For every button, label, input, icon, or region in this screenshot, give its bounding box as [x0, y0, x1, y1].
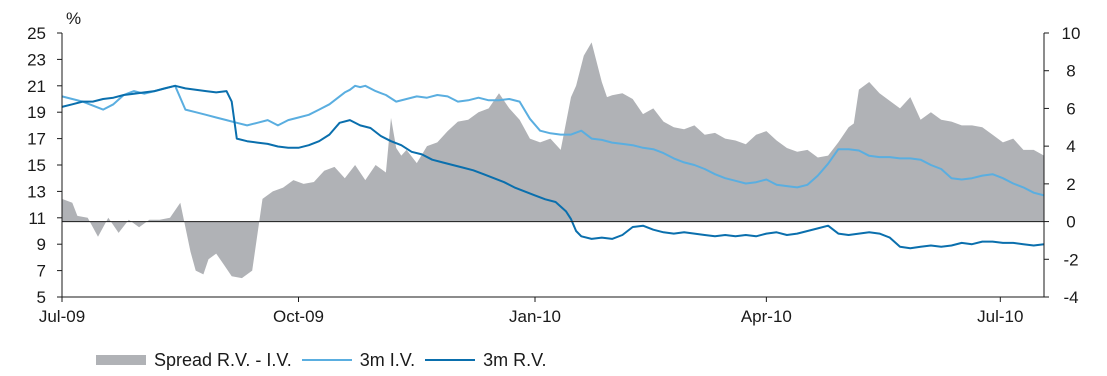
series-area-spread-r-v-i-v [62, 42, 1044, 279]
legend-label-3m-rv: 3m R.V. [483, 349, 547, 370]
left-axis-tick-label: 13 [27, 182, 46, 201]
series-lines-layer [61, 84, 1045, 250]
right-axis-tick-label: 4 [1066, 137, 1075, 156]
chart: 5 7 9 11 13 15 17 19 21 23 25 -4 -2 0 2 4 6 8 10 Jul-09 Oct-… [27, 9, 1080, 326]
series-line-3m-i-v [61, 84, 1045, 197]
x-axis-tick-label: Jul-10 [977, 307, 1023, 326]
legend-label-3m-iv: 3m I.V. [359, 349, 416, 370]
left-axis-tick-label: 9 [37, 235, 46, 254]
right-axis-tick-label: 8 [1066, 62, 1075, 81]
legend-swatch-spread [96, 355, 146, 365]
x-axis-tick-label: Jan-10 [509, 307, 561, 326]
x-axis-tick-label: Jul-09 [39, 307, 85, 326]
left-axis-unit: % [66, 9, 81, 28]
right-axis-tick-label: 2 [1066, 175, 1075, 194]
left-axis-tick-label: 5 [37, 288, 46, 307]
left-axis-tick-label: 15 [27, 156, 46, 175]
legend-swatch-3m-rv [425, 359, 476, 361]
series-line-3m-r-v [61, 84, 1045, 250]
left-axis-tick-label: 21 [27, 77, 46, 96]
x-axis-tick-label: Apr-10 [741, 307, 792, 326]
right-axis-tick-label: 6 [1066, 99, 1075, 118]
x-axis-tick-label: Oct-09 [273, 307, 324, 326]
spread-area-layer [62, 42, 1044, 279]
legend-item-spread: Spread R.V. - I.V. [96, 350, 292, 371]
legend-item-3m-iv: 3m I.V. [301, 349, 416, 371]
legend-item-3m-rv: 3m R.V. [425, 349, 547, 371]
right-axis-tick-label: 10 [1062, 24, 1081, 43]
legend: Spread R.V. - I.V. 3m I.V. 3m R.V. [96, 348, 557, 372]
left-axis-tick-label: 7 [37, 262, 46, 281]
left-axis-tick-label: 25 [27, 24, 46, 43]
legend-label-spread: Spread R.V. - I.V. [154, 349, 292, 370]
right-axis-tick-label: -4 [1063, 288, 1078, 307]
left-axis-tick-label: 19 [27, 103, 46, 122]
legend-swatch-3m-iv [301, 359, 352, 361]
axes-layer: 5 7 9 11 13 15 17 19 21 23 25 -4 -2 0 2 4 6 8 10 Jul-09 Oct-… [27, 24, 1080, 326]
left-axis-tick-label: 17 [27, 130, 46, 149]
left-axis-tick-label: 23 [27, 50, 46, 69]
right-axis-tick-label: -2 [1063, 250, 1078, 269]
left-axis-tick-label: 11 [28, 209, 46, 228]
right-axis-tick-label: 0 [1066, 213, 1075, 232]
